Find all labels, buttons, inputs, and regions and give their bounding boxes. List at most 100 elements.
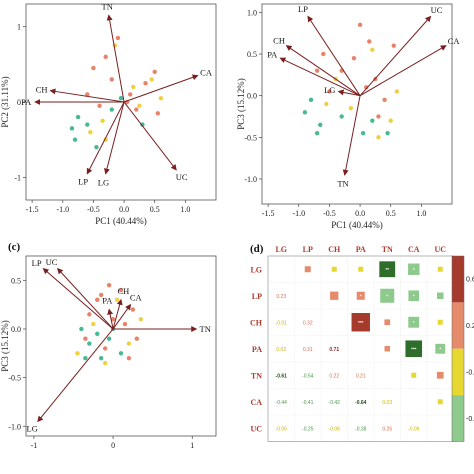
- correlation-square: [437, 319, 443, 325]
- x-tick-label: -0.5: [87, 205, 100, 214]
- loading-label: LG: [27, 423, 38, 433]
- sample-point: [88, 129, 93, 135]
- loading-label: TN: [200, 324, 211, 334]
- correlation-square: [408, 263, 420, 275]
- correlation-square: [408, 290, 420, 302]
- colorbar-segment: [452, 302, 464, 349]
- sample-point: [155, 111, 160, 116]
- correlation-square: [435, 343, 446, 354]
- loading-label: PA: [267, 49, 278, 59]
- y-tick-label: 0: [17, 98, 21, 107]
- correlation-value: 0.32: [303, 320, 313, 326]
- loading-arrow: [342, 95, 361, 176]
- sample-point: [324, 101, 329, 107]
- loading-arrow: [285, 45, 361, 97]
- panel-label: (c): [8, 241, 21, 253]
- significance-mark: *: [413, 267, 415, 272]
- sample-point: [118, 351, 124, 356]
- sample-point: [87, 312, 92, 317]
- y-axis-label: PC2 (31.11%): [0, 76, 10, 127]
- correlation-value: -0.44: [276, 400, 288, 406]
- loading-arrow: [359, 45, 447, 97]
- x-tick-label: -1.5: [262, 209, 275, 218]
- sample-point: [102, 360, 108, 366]
- correlation-square: [408, 316, 420, 328]
- loading-label: PA: [102, 296, 113, 306]
- row-header: LG: [250, 265, 262, 274]
- sample-point: [79, 326, 84, 332]
- loading-arrow: [49, 88, 125, 103]
- correlation-value: -0.06: [408, 426, 420, 432]
- sample-point: [91, 321, 96, 327]
- loading-arrow: [123, 74, 199, 103]
- loading-arrow: [42, 267, 114, 330]
- sample-point: [360, 130, 366, 136]
- sample-point: [95, 297, 100, 302]
- y-tick-label: 0.0: [247, 92, 257, 101]
- sample-point: [75, 114, 81, 120]
- x-tick-label: -1.5: [26, 205, 39, 214]
- sample-point: [75, 351, 80, 356]
- sample-point: [94, 145, 99, 150]
- x-axis-label: PC1 (40.44%): [331, 220, 383, 230]
- column-header: LG: [275, 245, 287, 254]
- sample-point: [99, 292, 104, 298]
- correlation-square: [437, 266, 443, 272]
- y-tick-label: -1: [14, 173, 21, 182]
- loading-label: CH: [117, 286, 129, 296]
- loading-arrow: [112, 303, 132, 330]
- loading-label: CH: [273, 36, 285, 46]
- x-tick-label: 0.5: [150, 205, 160, 214]
- correlation-value: 0.22: [329, 373, 339, 379]
- sample-point: [391, 43, 396, 48]
- sample-point: [131, 84, 136, 90]
- y-tick-label: 0.5: [11, 276, 21, 285]
- sample-point: [100, 118, 105, 124]
- correlation-value: 0.23: [276, 294, 286, 300]
- y-tick-label: -1.0: [8, 422, 21, 431]
- sample-point: [134, 107, 139, 112]
- y-tick-label: 1.0: [247, 8, 257, 17]
- loading-label: TN: [337, 179, 348, 189]
- correlation-value: 0.31: [303, 347, 313, 353]
- pca-biplot-pc1-pc2: -1.5 -1.0 -0.5 0.0 0.5 1.0 -1 0 1 PC1 (40.44%) PC2…: [0, 1, 217, 226]
- sample-point: [138, 317, 143, 322]
- x-tick-label: 1: [190, 441, 194, 450]
- significance-mark: *: [413, 320, 415, 325]
- loading-label: UC: [176, 172, 188, 182]
- correlation-square: [304, 266, 311, 273]
- colorbar-tick-label: -0.6: [466, 416, 474, 423]
- y-axis-label: PC3 (15.12%): [0, 320, 10, 372]
- loading-arrow: [359, 15, 432, 96]
- x-tick-label: 0.5: [386, 209, 396, 218]
- pca-biplot-pc1-pc3: -1.5 -1.0 -0.5 0.0 0.5 1.0 -1.0 -0.5 0.0 0.5 1.0 PC…: [236, 3, 460, 230]
- sample-point: [158, 96, 164, 101]
- row-header: PA: [252, 345, 262, 354]
- sample-point: [126, 341, 132, 346]
- correlation-square: [437, 399, 443, 405]
- sample-point: [327, 89, 332, 94]
- loading-label: TN: [102, 1, 113, 11]
- significance-mark: ***: [358, 320, 364, 325]
- sample-point: [137, 103, 142, 108]
- sample-point: [376, 135, 381, 140]
- loading-arrow: [56, 267, 114, 330]
- sample-point: [348, 105, 354, 111]
- sample-point: [302, 110, 308, 115]
- sample-point: [126, 355, 132, 361]
- correlation-value: -0.41: [302, 400, 314, 406]
- y-tick-label: 1: [17, 23, 21, 32]
- correlation-value: 0.21: [356, 373, 366, 379]
- colorbar-segment: [452, 256, 464, 303]
- y-tick-label: 0.0: [11, 325, 21, 334]
- loading-label: PA: [21, 97, 32, 107]
- y-tick-label: -0.5: [8, 374, 21, 383]
- loading-label: CH: [36, 84, 48, 94]
- loading-label: CA: [130, 292, 143, 302]
- sample-point: [339, 114, 344, 119]
- sample-point: [367, 39, 372, 44]
- sample-point: [357, 22, 363, 28]
- sample-point: [118, 287, 124, 293]
- correlation-value: -0.54: [302, 373, 314, 379]
